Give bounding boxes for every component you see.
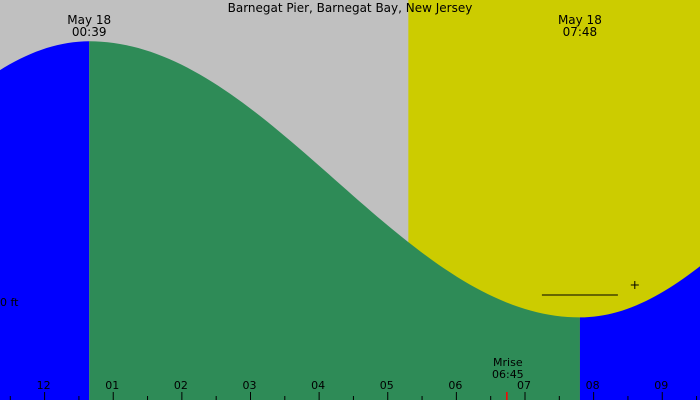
rising-tide-area bbox=[0, 41, 90, 400]
high-tide-date-label: May 18 bbox=[67, 13, 111, 27]
moonrise-time: 06:45 bbox=[492, 368, 524, 381]
tide-curve-areas bbox=[0, 41, 700, 400]
moonrise-marker: Mrise 06:45 bbox=[492, 356, 524, 381]
x-tick-label: 04 bbox=[311, 379, 325, 392]
x-tick-label: 03 bbox=[242, 379, 256, 392]
moonrise-label: Mrise bbox=[493, 356, 523, 369]
x-tick-label: 05 bbox=[380, 379, 394, 392]
x-tick-label: 09 bbox=[654, 379, 668, 392]
low-tide-date-label: May 18 bbox=[558, 13, 602, 27]
x-axis: 1112010203040506070809101112010203040506… bbox=[9, 379, 698, 400]
x-tick-label: 01 bbox=[105, 379, 119, 392]
zero-feet-label: 0 ft bbox=[0, 296, 19, 309]
x-tick-label: 07 bbox=[517, 379, 531, 392]
x-tick-label: 12 bbox=[37, 379, 51, 392]
low-tide-time-label: 07:48 bbox=[563, 25, 598, 39]
falling-tide-area bbox=[89, 41, 580, 400]
x-tick-label: 06 bbox=[448, 379, 462, 392]
x-tick-label: 02 bbox=[174, 379, 188, 392]
rising-tide-area bbox=[579, 266, 700, 400]
chart-title: Barnegat Pier, Barnegat Bay, New Jersey bbox=[228, 1, 473, 15]
high-tide-time-label: 00:39 bbox=[72, 25, 107, 39]
x-tick-label: 08 bbox=[586, 379, 600, 392]
low-tide-markers bbox=[541, 280, 639, 296]
